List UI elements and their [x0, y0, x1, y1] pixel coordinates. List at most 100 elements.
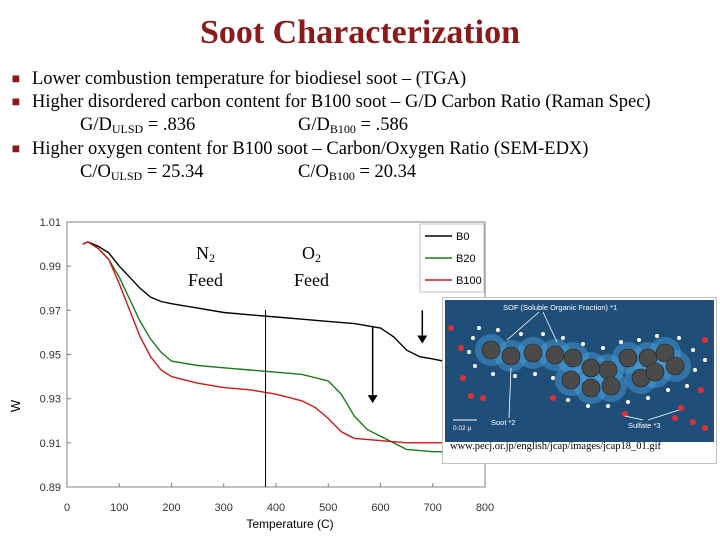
gd-ulsd-sub: ULSD	[111, 122, 144, 136]
sof-droplet	[477, 326, 481, 330]
series-line-b100	[82, 241, 444, 444]
y-tick-label: 1.01	[40, 217, 61, 229]
bullet-tga-text: Lower combustion temperature for biodies…	[32, 69, 467, 89]
sof-droplet	[467, 350, 471, 354]
sof-droplet	[619, 340, 623, 344]
soot-particle	[581, 358, 601, 378]
sulfate-particle	[690, 419, 696, 425]
gd-b100: G/DB100 = .586	[298, 114, 408, 141]
soot-particle	[645, 362, 665, 382]
sulfate-particle	[468, 393, 474, 399]
y-tick-label: 0.93	[40, 394, 61, 406]
n2-feed-label: N2 Feed	[188, 242, 223, 291]
sulfate-particle	[702, 337, 708, 343]
square-bullet-icon: ■	[11, 95, 21, 110]
sof-droplet	[566, 398, 570, 402]
sof-pointer	[542, 311, 558, 343]
soot-particle	[561, 370, 581, 390]
bullet-sem-text: Higher oxygen content for B100 soot – Ca…	[32, 139, 589, 159]
sof-droplet	[693, 368, 697, 372]
bullet-raman-text: Higher disordered carbon content for B10…	[32, 92, 651, 112]
sulfate-particle	[480, 395, 486, 401]
sulfate-particle	[678, 405, 684, 411]
series-line-b0	[82, 241, 444, 362]
sulfate-particle	[460, 375, 466, 381]
co-ratio-row: C/OULSD = 25.34 C/OB100 = 20.34	[8, 161, 718, 185]
co-b100-value: = 20.34	[354, 162, 417, 182]
sof-droplet	[541, 332, 545, 336]
x-axis-label: Temperature (C)	[246, 517, 333, 531]
n2-symbol: N	[196, 243, 209, 263]
x-tick-label: 800	[476, 502, 494, 514]
x-tick-label: 700	[424, 502, 442, 514]
annotation-layer	[265, 310, 428, 487]
x-tick-label: 0	[64, 502, 70, 514]
gd-b100-value: = .586	[355, 115, 408, 135]
bullet-tga: ■ Lower combustion temperature for biodi…	[8, 68, 718, 91]
y-tick-layer: 0.89 0.91 0.93 0.95 0.97 0.99 1.01	[40, 217, 71, 494]
o2-feed-word: Feed	[294, 270, 329, 290]
sof-droplet	[626, 400, 630, 404]
o2-feed-label: O2 Feed	[294, 242, 329, 291]
gd-b100-prefix: G/D	[298, 115, 330, 135]
o2-subscript: 2	[315, 251, 321, 265]
scale-label: 0.02 μ	[453, 425, 471, 432]
y-tick-label: 0.95	[40, 350, 61, 362]
soot-particle	[501, 346, 521, 366]
arrow-head-2	[417, 335, 428, 344]
sof-droplet	[637, 338, 641, 342]
legend-label-b100: B100	[456, 275, 482, 287]
legend-label-b0: B0	[456, 231, 469, 243]
sof-droplet	[606, 404, 610, 408]
soot-particle	[481, 340, 501, 360]
soot-particle	[598, 360, 618, 380]
soot-particle	[665, 356, 685, 376]
y-axis-label: W	[8, 399, 23, 412]
gd-ulsd-value: = .836	[143, 115, 196, 135]
co-b100: C/OB100 = 20.34	[298, 161, 416, 188]
sulfate-particle	[622, 411, 628, 417]
sof-droplet	[685, 384, 689, 388]
x-tick-label: 400	[267, 502, 285, 514]
sof-droplet	[551, 376, 555, 380]
sulfate-particle	[702, 425, 708, 431]
soot-particle-illustration: SOF (Soluble Organic Fraction) *1 Soot *…	[445, 300, 714, 442]
x-tick-label: 100	[110, 502, 128, 514]
inset-source-url: www.pecj.or.jp/english/jcap/images/jcap1…	[450, 441, 662, 452]
soot-particle-inset: SOF (Soluble Organic Fraction) *1 Soot *…	[442, 297, 717, 464]
sulfate-particle	[698, 387, 704, 393]
particle-group	[448, 311, 708, 431]
arrow-head-1	[367, 395, 378, 404]
square-bullet-icon: ■	[11, 72, 21, 87]
y-tick-label: 0.89	[40, 482, 61, 494]
soot-particle	[545, 345, 565, 365]
sof-droplet	[533, 372, 537, 376]
sof-droplet	[513, 374, 517, 378]
sof-droplet	[601, 346, 605, 350]
sof-droplet	[471, 336, 475, 340]
co-b100-sub: B100	[328, 169, 355, 183]
soot-particle	[581, 378, 601, 398]
sof-label: SOF (Soluble Organic Fraction) *1	[503, 303, 617, 312]
sulfate-particle	[458, 345, 464, 351]
sof-droplet	[646, 396, 650, 400]
sof-droplet	[473, 364, 477, 368]
sof-droplet	[581, 342, 585, 346]
gd-ulsd: G/DULSD = .836	[80, 114, 195, 141]
series-layer	[82, 241, 444, 453]
legend-label-b20: B20	[456, 253, 476, 265]
gd-ratio-row: G/DULSD = .836 G/DB100 = .586	[8, 114, 718, 138]
sof-droplet	[519, 332, 523, 336]
co-ulsd: C/OULSD = 25.34	[80, 161, 204, 188]
sof-droplet	[496, 328, 500, 332]
square-bullet-icon: ■	[11, 142, 21, 157]
bullet-sem: ■ Higher oxygen content for B100 soot – …	[8, 138, 718, 161]
slide-title: Soot Characterization	[199, 14, 521, 51]
sof-pointer	[506, 311, 540, 341]
n2-subscript: 2	[209, 251, 215, 265]
co-b100-prefix: C/O	[298, 162, 329, 182]
soot-pointer	[508, 367, 512, 419]
y-tick-label: 0.99	[40, 261, 61, 273]
series-line-b20	[82, 241, 444, 453]
